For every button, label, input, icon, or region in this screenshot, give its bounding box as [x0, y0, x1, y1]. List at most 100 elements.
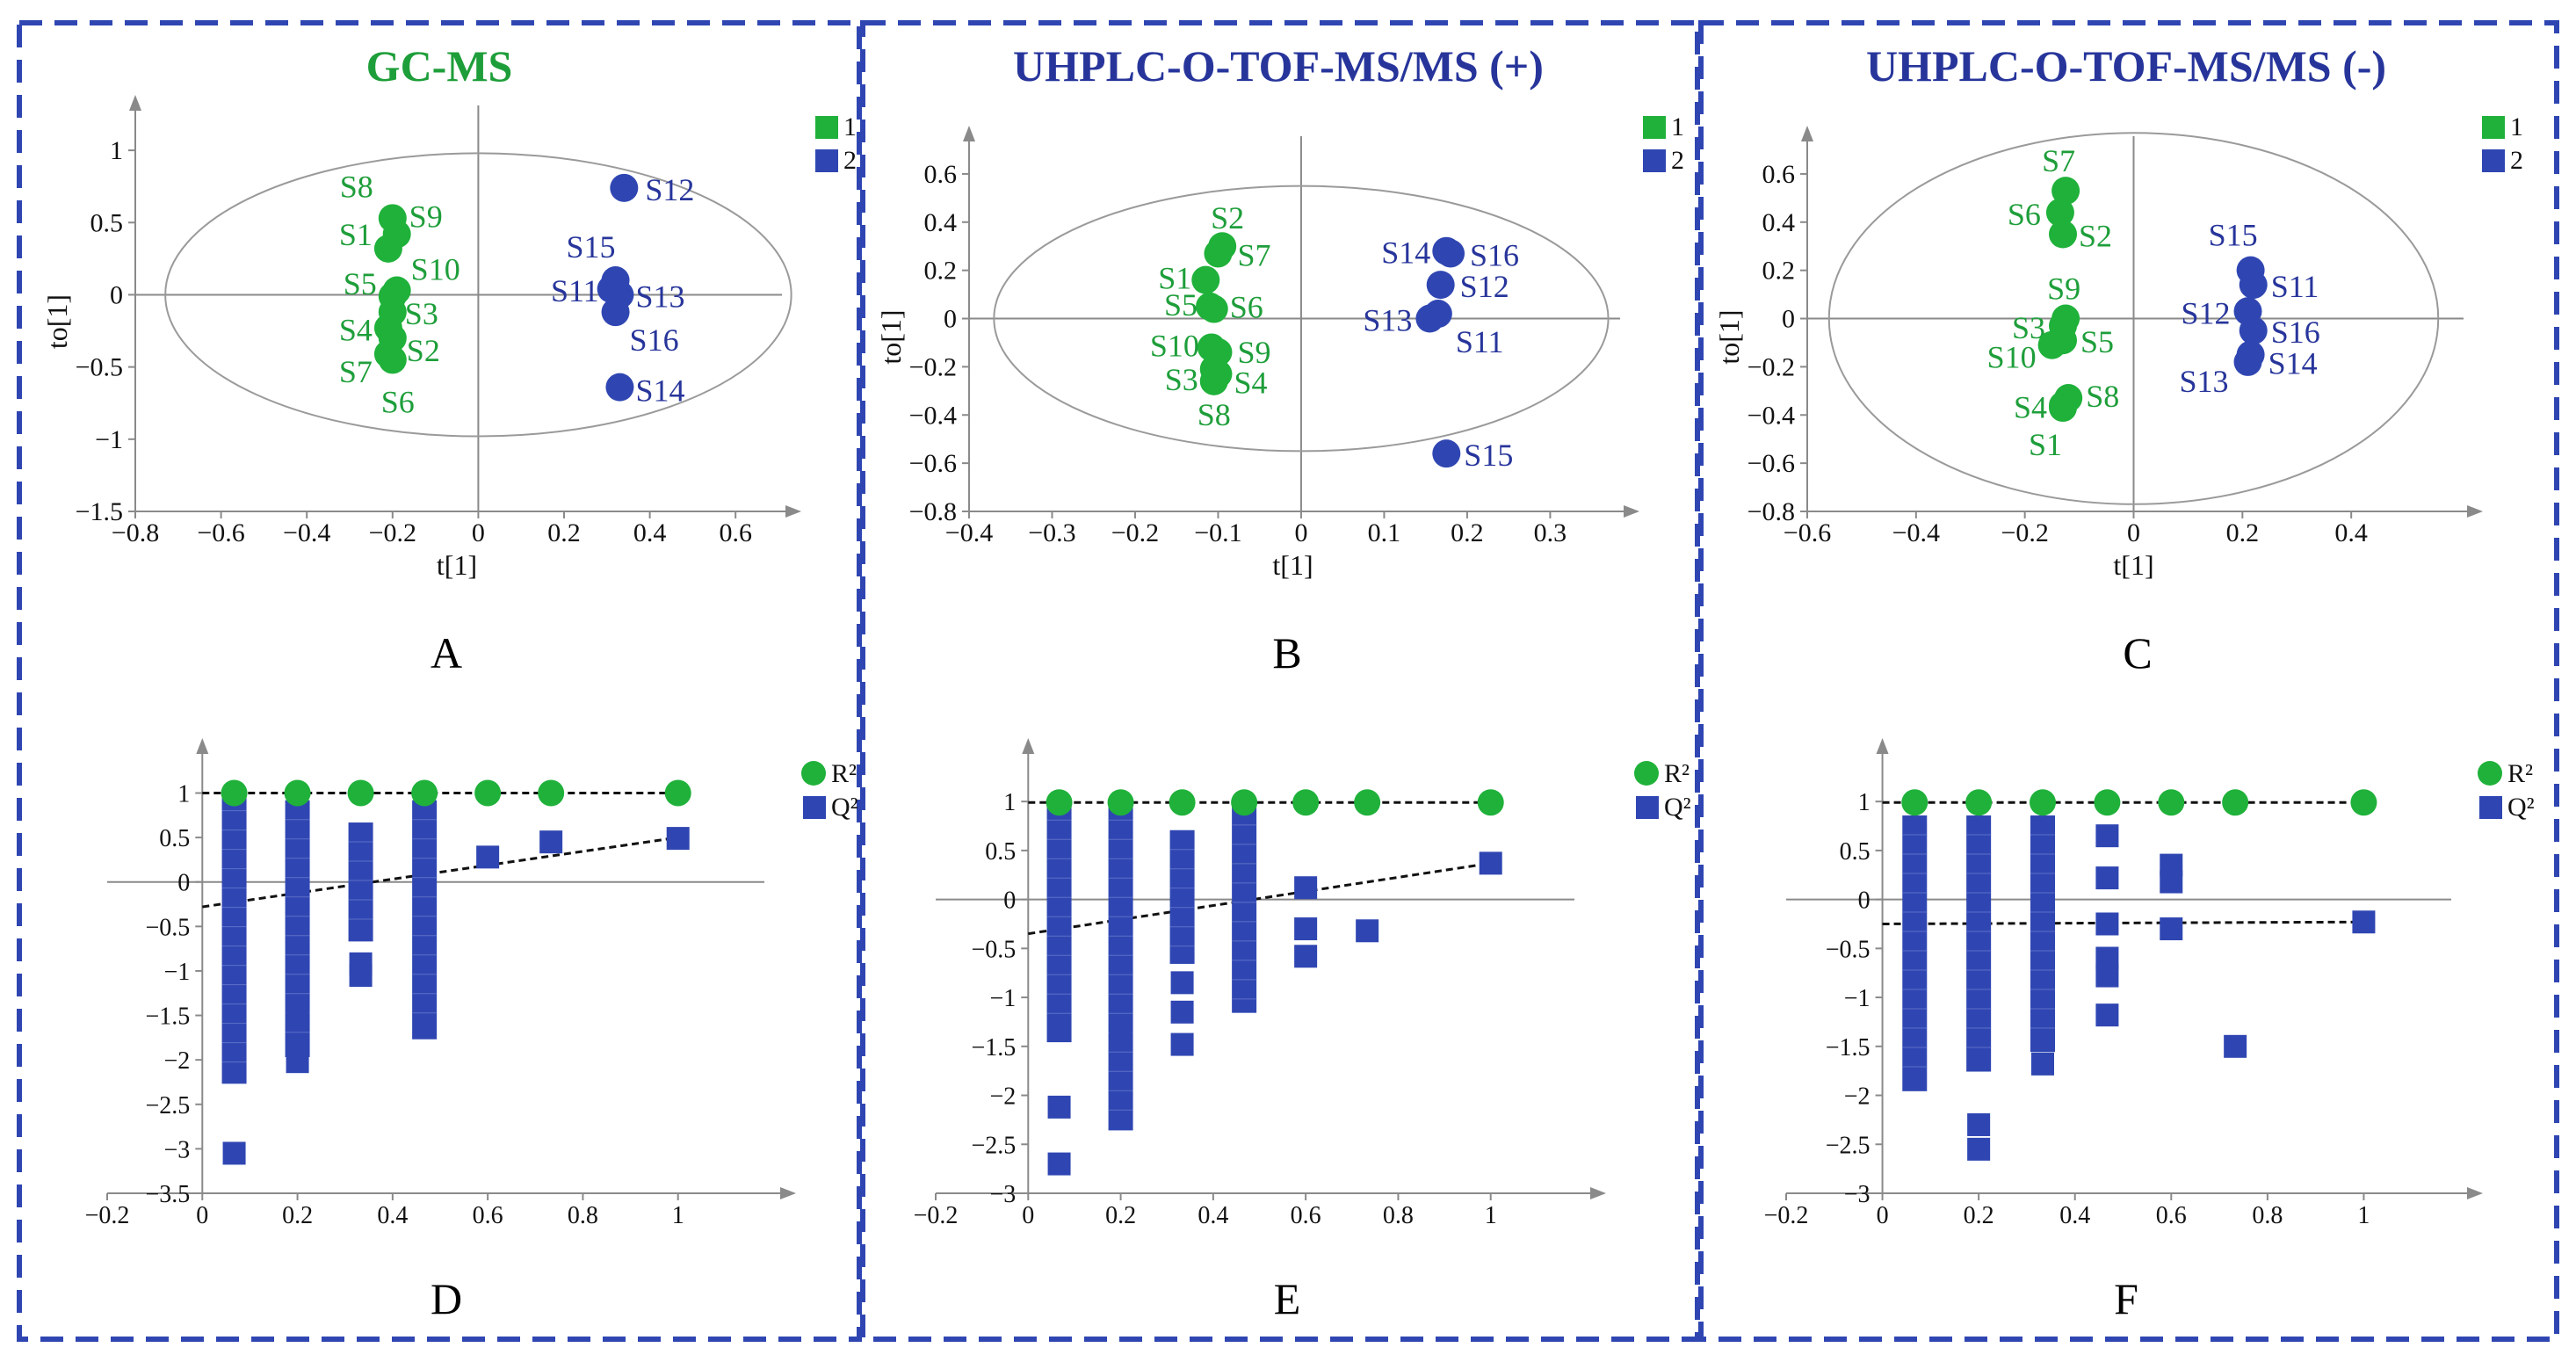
q2-point	[1109, 1020, 1132, 1044]
y-tick-label: −0.6	[1747, 449, 1795, 478]
point-label-s5: S5	[344, 266, 377, 301]
y-axis-arrow	[1876, 738, 1889, 754]
q2-permutation-stack	[1108, 801, 1133, 1131]
panel-e-permutation-plot: −0.2 0 0.2 0.4 0.6 0.8 1 −3 −2.5 −2 −1.5 −1 −0.5 0 0.5…	[914, 738, 1691, 1229]
x-tick-label: 1	[2357, 1202, 2370, 1229]
point-label-s15: S15	[567, 229, 616, 264]
x-tick-label: 1	[1485, 1202, 1497, 1229]
y-tick-label: −3	[989, 1181, 1016, 1208]
r2-point	[411, 779, 438, 807]
y-tick-label: −0.2	[1747, 352, 1795, 381]
legend-marker-2	[1643, 149, 1666, 172]
y-tick-label: −0.8	[909, 497, 957, 526]
y-tick-label: 0	[1858, 887, 1870, 915]
y-tick-label: 0	[1003, 887, 1016, 915]
point-label-s7: S7	[1237, 237, 1270, 272]
y-tick-label: −1	[1844, 985, 1870, 1012]
y-axis-title: to[1]	[875, 309, 907, 364]
q2-point	[1294, 945, 1318, 968]
y-tick-label: −1.5	[1826, 1034, 1870, 1061]
r2-point	[221, 779, 248, 807]
y-axis-arrow	[963, 126, 975, 141]
point-label-s1: S1	[1158, 261, 1191, 296]
x-tick-label: −0.4	[945, 518, 993, 547]
q2-point	[1294, 917, 1318, 941]
y-axis-arrow	[196, 738, 209, 754]
x-tick-label: 0.4	[2059, 1202, 2090, 1229]
point-label-s16: S16	[630, 322, 679, 358]
point-label-s10: S10	[1150, 328, 1199, 363]
panel-c-label: C	[2123, 628, 2152, 677]
x-tick-label: 0.2	[1964, 1202, 1994, 1229]
point-label-s13: S13	[635, 279, 684, 314]
x-tick-label: 0.4	[377, 1202, 408, 1229]
q2-point	[2095, 912, 2119, 936]
y-tick-label: 0	[944, 305, 957, 334]
y-tick-label: 0.4	[924, 208, 958, 237]
legend-marker-2	[803, 796, 826, 819]
score-point-s11	[2239, 271, 2268, 300]
y-tick-label: −1.5	[145, 1003, 190, 1031]
point-label-s11: S11	[2271, 269, 2319, 304]
r2-point	[2222, 789, 2249, 816]
panel-f-permutation-plot: −0.2 0 0.2 0.4 0.6 0.8 1 −3 −2.5 −2 −1.5 −1 −0.5 0 0.5…	[1764, 738, 2535, 1229]
x-axis-arrow	[780, 1187, 796, 1199]
point-label-s11: S11	[551, 273, 599, 308]
r2-point	[1231, 789, 1258, 816]
q2-permutation-stack	[1232, 805, 1257, 1013]
point-label-s1: S1	[2029, 427, 2062, 462]
score-point-s8	[1199, 366, 1228, 395]
point-label-s4: S4	[1234, 366, 1267, 401]
point-label-s1: S1	[339, 217, 373, 252]
q2-point	[1170, 1032, 1194, 1056]
point-label-s13: S13	[2179, 364, 2228, 399]
y-tick-label: −2.5	[1826, 1132, 1870, 1159]
x-tick-label: 0	[1877, 1202, 1889, 1229]
score-point-s11	[1423, 300, 1452, 329]
x-tick-label: −0.2	[369, 518, 416, 547]
point-label-s8: S8	[1198, 397, 1231, 432]
legend-marker-1	[815, 116, 838, 139]
y-axis-title: to[1]	[1713, 309, 1745, 364]
score-point-s2	[2049, 220, 2078, 249]
point-label-s14: S14	[2268, 346, 2318, 381]
q2-point	[2095, 964, 2119, 988]
point-label-s4: S4	[339, 312, 373, 347]
y-tick-label: 0.5	[159, 825, 190, 852]
score-point-s1	[2049, 394, 2078, 423]
q2-regression-line	[202, 836, 678, 909]
x-tick-label: 0.3	[1534, 518, 1567, 547]
point-label-s6: S6	[381, 384, 415, 419]
x-tick-label: −0.4	[283, 518, 330, 547]
point-label-s8: S8	[2086, 379, 2119, 414]
point-label-s4: S4	[2014, 389, 2047, 424]
q2-point	[1356, 919, 1379, 943]
point-label-s3: S3	[405, 296, 438, 331]
r2-point	[1107, 789, 1134, 816]
point-label-s2: S2	[2079, 219, 2112, 254]
x-tick-label: −0.4	[1892, 518, 1940, 547]
q2-point	[666, 827, 690, 851]
legend-label-1: R²	[831, 759, 857, 788]
q2-point	[476, 845, 500, 869]
legend-label-1: R²	[1664, 759, 1690, 788]
q2-point	[1967, 1137, 1991, 1161]
legend-label-1: 1	[2510, 112, 2523, 141]
q2-point	[1967, 1112, 1991, 1136]
point-label-s12: S12	[2181, 295, 2230, 330]
x-tick-label: −0.2	[1111, 518, 1159, 547]
point-label-s14: S14	[1381, 235, 1430, 271]
x-tick-label: 0.8	[2252, 1202, 2283, 1229]
q2-point	[286, 1050, 309, 1074]
score-point-s12	[1426, 271, 1455, 300]
r2-point	[1901, 789, 1928, 816]
x-tick-label: −0.8	[112, 518, 159, 547]
y-tick-label: −0.6	[909, 449, 957, 478]
y-tick-label: −0.5	[145, 914, 190, 941]
q2-point	[1047, 1095, 1071, 1119]
panel-b-label: B	[1272, 628, 1301, 677]
x-axis-arrow	[1590, 1187, 1606, 1199]
r2-point	[347, 779, 374, 807]
y-tick-label: −0.5	[76, 353, 123, 382]
q2-permutation-stack	[1902, 815, 1928, 1091]
